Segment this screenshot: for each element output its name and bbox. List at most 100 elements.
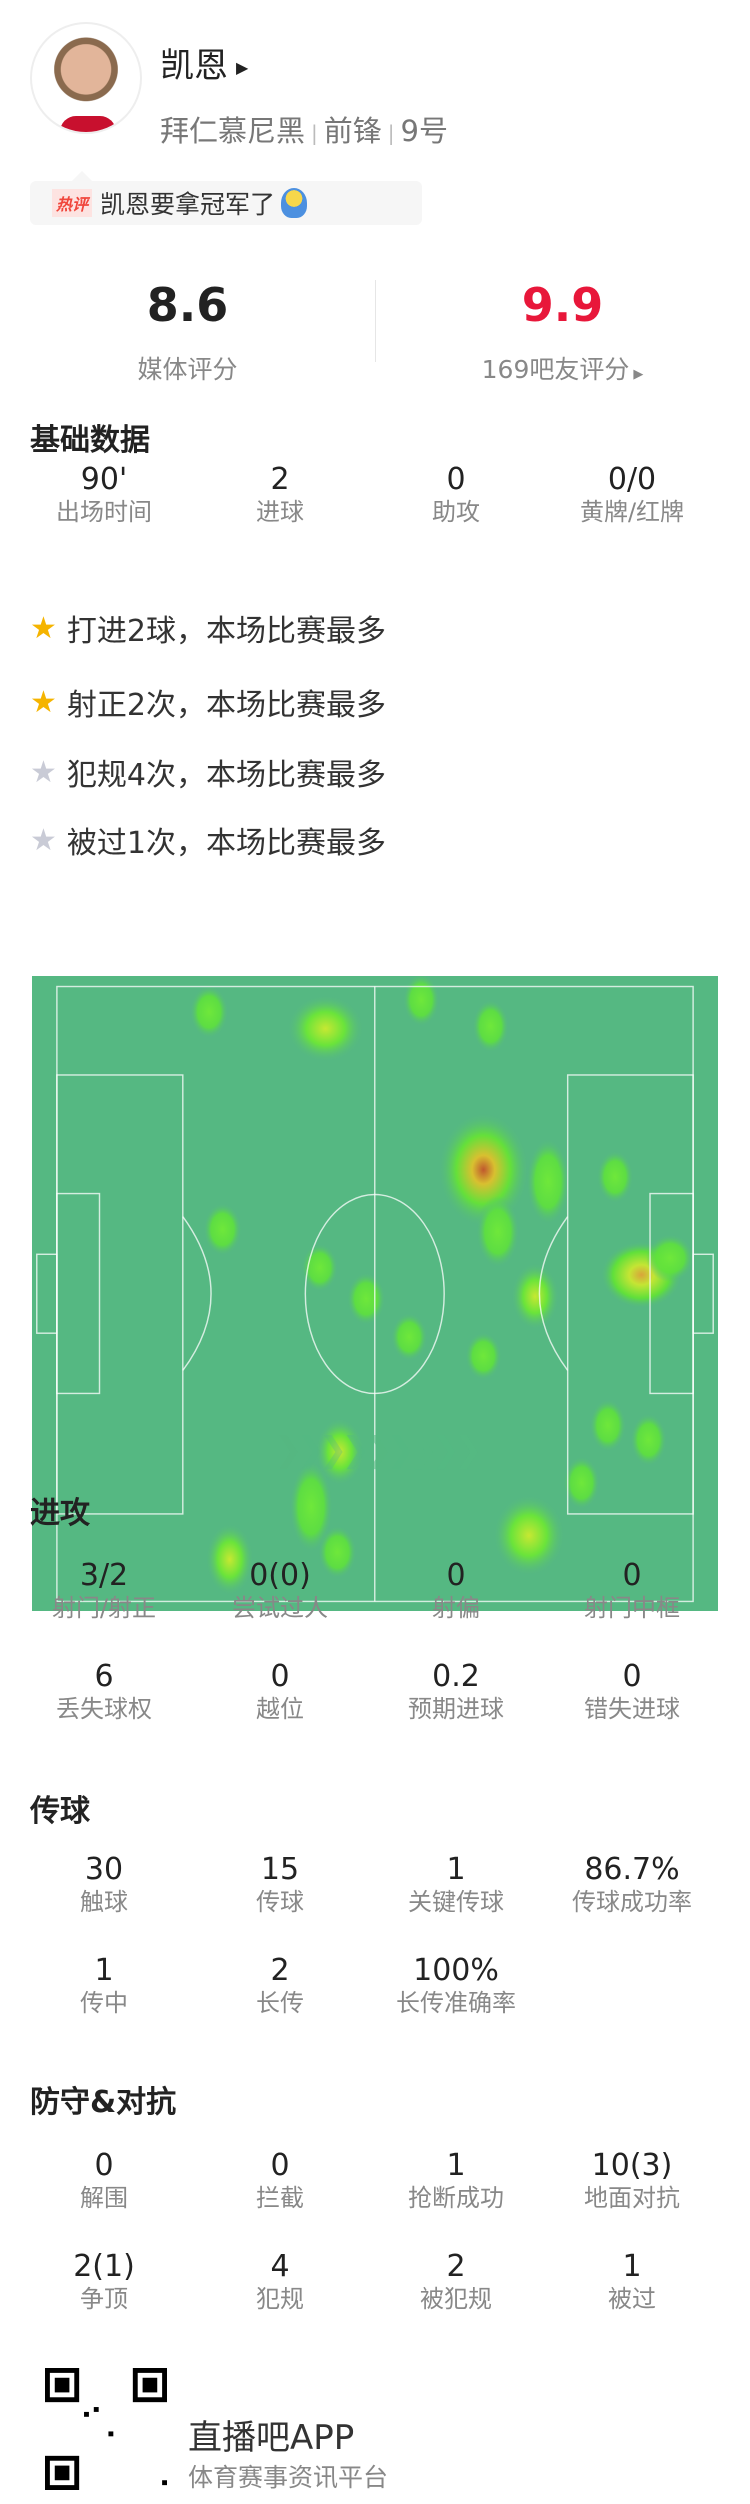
divider bbox=[375, 280, 376, 362]
app-name: 直播吧APP bbox=[188, 2418, 355, 2458]
stat-defense: 1 被过 bbox=[544, 2249, 720, 2350]
section-title-defense: 防守&对抗 bbox=[30, 2085, 177, 2120]
hot-comment[interactable]: 热评 凯恩要拿冠军了 bbox=[30, 171, 422, 225]
stat-value: 30 bbox=[84, 1852, 124, 1887]
chevron-right-icon: ❯ bbox=[364, 1430, 393, 1470]
chevron-right-icon: ❯ bbox=[454, 1430, 483, 1470]
heat-spot bbox=[287, 995, 364, 1063]
heat-spot bbox=[493, 1494, 565, 1577]
stat-defense: 0 解围 bbox=[16, 2148, 192, 2249]
heat-spot bbox=[476, 1195, 520, 1268]
defense-stats: 0 解围 0 拦截 1 抢断成功 10(3) 地面对抗 2(1) 争顶 4 犯规 2 被犯规 1 被过 bbox=[0, 2148, 750, 2350]
stat-label: 丢失球权 bbox=[56, 1695, 152, 1723]
stat-passing: 15 传球 bbox=[192, 1852, 368, 1953]
stat-passing: 30 触球 bbox=[16, 1852, 192, 1953]
star-icon: ★ bbox=[30, 610, 57, 646]
heat-spot bbox=[403, 973, 440, 1027]
stat-label: 传球 bbox=[256, 1888, 304, 1916]
stat-label: 触球 bbox=[80, 1888, 128, 1916]
heatmap-pitch bbox=[32, 973, 718, 1611]
stat-value: 0 bbox=[622, 1558, 642, 1593]
stat-value: 15 bbox=[260, 1852, 300, 1887]
heat-spot bbox=[589, 1399, 627, 1452]
chevron-right-icon: ❯ bbox=[386, 1430, 416, 1470]
stat-value: 2 bbox=[446, 2249, 466, 2284]
heat-spot bbox=[526, 1138, 570, 1225]
star-icon: ★ bbox=[30, 684, 57, 720]
stat-label: 尝试过人 bbox=[232, 1594, 328, 1622]
stat-passing: 86.7% 传球成功率 bbox=[544, 1852, 720, 1953]
stat-label: 射偏 bbox=[432, 1594, 480, 1622]
stat-value: 2 bbox=[270, 1953, 290, 1988]
chevron-right-icon: ❯ bbox=[431, 1430, 461, 1470]
app-slogan: 体育赛事资讯平台 bbox=[188, 2463, 389, 2492]
star-icon: ★ bbox=[30, 754, 57, 790]
section-title-basic: 基础数据 bbox=[30, 423, 150, 458]
stat-label: 越位 bbox=[256, 1695, 304, 1723]
stat-label: 被犯规 bbox=[420, 2285, 492, 2313]
stat-passing: 2 长传 bbox=[192, 1953, 368, 2054]
heat-spot bbox=[511, 1262, 560, 1330]
stat-attack: 3/2 射门/射正 bbox=[16, 1558, 192, 1659]
highlight-item: ★ 犯规4次，本场比赛最多 bbox=[30, 754, 386, 794]
stat-defense: 0 拦截 bbox=[192, 2148, 368, 2249]
stat-value: 6 bbox=[94, 1659, 114, 1694]
stat-value: 2 bbox=[270, 462, 290, 497]
hot-tag: 热评 bbox=[52, 189, 93, 217]
stat-passing: 1 关键传球 bbox=[368, 1852, 544, 1953]
stat-value: 1 bbox=[446, 2148, 466, 2183]
qr-code[interactable] bbox=[45, 2368, 167, 2490]
stat-label: 解围 bbox=[80, 2184, 128, 2212]
stat-value: 0 bbox=[622, 1659, 642, 1694]
stat-value: 1 bbox=[94, 1953, 114, 1988]
highlight-item: ★ 射正2次，本场比赛最多 bbox=[30, 684, 386, 724]
stat-value: 4 bbox=[270, 2249, 290, 2284]
player-info: 拜仁慕尼黑 | 前锋 | 9号 bbox=[160, 114, 448, 148]
stat-value: 0 bbox=[270, 1659, 290, 1694]
stat-attack: 0 错失进球 bbox=[544, 1659, 720, 1760]
stat-basic: 90' 出场时间 bbox=[16, 462, 192, 526]
chevron-right-icon: ❯ bbox=[409, 1430, 438, 1470]
passing-stats: 30 触球 15 传球 1 关键传球 86.7% 传球成功率 1 传中 2 长传 100% 长传准确率 bbox=[0, 1852, 750, 2054]
caret-right-icon: ▶ bbox=[633, 367, 644, 382]
stat-value: 0(0) bbox=[249, 1558, 311, 1593]
basic-stats: 90' 出场时间 2 进球 0 助攻 0/0 黄牌/红牌 bbox=[0, 462, 750, 526]
stat-label: 错失进球 bbox=[584, 1695, 680, 1723]
stat-label: 争顶 bbox=[80, 2285, 128, 2313]
heat-spot bbox=[465, 1332, 502, 1381]
stat-label: 拦截 bbox=[256, 2184, 304, 2212]
chevron-right-icon: ❯ bbox=[296, 1430, 326, 1470]
heat-spot bbox=[315, 1418, 364, 1486]
heat-spot bbox=[391, 1313, 428, 1361]
stat-passing: 1 传中 bbox=[16, 1953, 192, 2054]
stat-defense: 4 犯规 bbox=[192, 2249, 368, 2350]
stat-label: 黄牌/红牌 bbox=[579, 498, 685, 526]
stat-attack: 0 射偏 bbox=[368, 1558, 544, 1659]
stat-attack: 0(0) 尝试过人 bbox=[192, 1558, 368, 1659]
chevron-right-icon: ❯ bbox=[341, 1430, 371, 1470]
stat-label: 抢断成功 bbox=[408, 2184, 504, 2212]
attack-stats: 3/2 射门/射正 0(0) 尝试过人 0 射偏 0 射门中框 6 丢失球权 0 越位 0.2 预期进球 0… bbox=[0, 1558, 750, 1760]
section-title-passing: 传球 bbox=[30, 1794, 90, 1829]
heat-spot bbox=[563, 1456, 600, 1510]
stat-label: 长传 bbox=[256, 1989, 304, 2017]
stat-value: 0 bbox=[446, 1558, 466, 1593]
heat-spot bbox=[203, 1203, 242, 1256]
heatmap bbox=[32, 973, 718, 1611]
stat-defense: 10(3) 地面对抗 bbox=[544, 2148, 720, 2249]
stat-basic: 0/0 黄牌/红牌 bbox=[544, 462, 720, 526]
player-name[interactable]: 凯恩 ▶ bbox=[160, 46, 249, 86]
stat-label: 传中 bbox=[80, 1989, 128, 2017]
heat-spot bbox=[318, 1525, 357, 1579]
stat-label: 传球成功率 bbox=[572, 1888, 692, 1916]
media-rating: 8.6 媒体评分 bbox=[137, 278, 238, 384]
stat-value: 3/2 bbox=[79, 1558, 129, 1593]
stat-attack: 0.2 预期进球 bbox=[368, 1659, 544, 1760]
heat-spot bbox=[189, 985, 229, 1039]
fan-rating[interactable]: 9.9 169吧友评分 ▶ bbox=[481, 278, 644, 384]
stat-label: 预期进球 bbox=[408, 1695, 504, 1723]
stat-value: 0/0 bbox=[607, 462, 657, 497]
heat-spot bbox=[630, 1413, 667, 1467]
stat-value: 1 bbox=[622, 2249, 642, 2284]
player-avatar[interactable] bbox=[30, 22, 142, 134]
